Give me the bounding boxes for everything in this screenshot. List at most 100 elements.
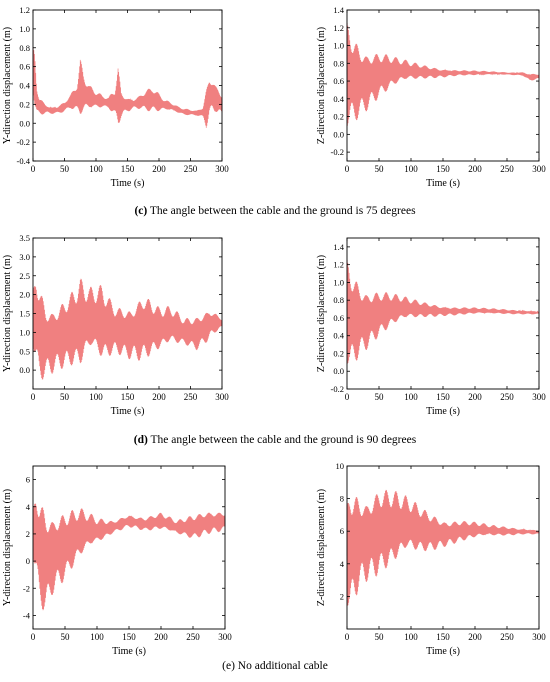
x-tick-label: 0 (345, 392, 350, 402)
x-tick-label: 300 (218, 632, 232, 642)
x-tick-label: 250 (500, 164, 514, 174)
x-tick-label: 0 (31, 392, 36, 402)
caption-d-letter: (d) (133, 434, 148, 446)
x-tick-label: 200 (468, 164, 482, 174)
y-tick-label: 1.5 (19, 309, 30, 319)
x-tick-label: 200 (468, 392, 482, 402)
x-tick-label: 50 (375, 164, 385, 174)
x-tick-label: 100 (89, 392, 103, 402)
series-line (32, 278, 223, 380)
chart-c-left: 0 50 100 150 200 250 300 -0.4 -0.2 0.0 0.2 0.4 0.6 0.… (2, 5, 229, 189)
x-axis-label: Time (s) (111, 406, 145, 417)
x-tick-label: 100 (404, 392, 418, 402)
caption-e-letter: (e) (222, 660, 235, 672)
chart-c-right: 0 50 100 150 200 250 300 -0.2 0.0 0.2 0.4 0.6 0.8 1.0… (316, 5, 546, 189)
y-axis-label: Z-direction displacement (m) (316, 489, 327, 606)
x-tick-label: 150 (436, 392, 450, 402)
y-tick-label: -0.4 (17, 156, 31, 166)
x-tick-label: 150 (436, 632, 450, 642)
x-tick-label: 300 (215, 164, 229, 174)
x-tick-label: 0 (345, 164, 350, 174)
y-tick-label: -4 (23, 610, 31, 620)
y-tick-label: 4 (340, 559, 345, 569)
y-tick-label: 1.4 (333, 242, 344, 252)
plot-frame (32, 9, 223, 162)
caption-c: (c) The angle between the cable and the … (0, 205, 550, 217)
x-tick-label: 0 (345, 632, 350, 642)
y-tick-label: 0.0 (333, 366, 344, 376)
x-tick-label: 200 (468, 632, 482, 642)
y-tick-label: 0.0 (333, 129, 344, 139)
chart-e-right: 0 50 100 150 200 250 300 2 4 6 8 10 Time (s) Z-direct… (316, 461, 546, 657)
caption-c-text: The angle between the cable and the grou… (147, 205, 416, 217)
series-line (32, 47, 223, 128)
y-tick-label: 1.2 (19, 5, 30, 15)
y-tick-label: 1.2 (333, 260, 344, 270)
x-tick-label: 50 (375, 632, 385, 642)
x-tick-label: 200 (152, 164, 166, 174)
y-tick-label: 8 (340, 494, 344, 504)
y-tick-label: 0.8 (333, 295, 344, 305)
x-tick-label: 250 (186, 632, 200, 642)
y-tick-label: 2.5 (19, 271, 30, 281)
y-tick-label: -0.2 (17, 137, 30, 147)
x-tick-label: 50 (60, 164, 70, 174)
x-axis-label: Time (s) (426, 178, 460, 189)
y-tick-label: -0.2 (331, 147, 344, 157)
y-tick-label: 3.5 (19, 233, 30, 243)
y-tick-label: 2 (340, 591, 344, 601)
x-tick-label: 150 (122, 632, 136, 642)
x-tick-label: 100 (90, 632, 104, 642)
y-tick-label: 1.0 (333, 41, 344, 51)
y-tick-label: 2 (26, 529, 30, 539)
y-tick-label: 10 (336, 461, 345, 471)
y-tick-label: 0 (26, 556, 30, 566)
x-axis-label: Time (s) (426, 646, 460, 657)
x-tick-label: 300 (532, 632, 546, 642)
y-axis-label: Y-direction displacement (m) (2, 255, 13, 372)
series-line (32, 503, 226, 611)
x-tick-label: 200 (154, 632, 168, 642)
x-tick-label: 100 (89, 164, 103, 174)
y-tick-label: 0.0 (19, 118, 30, 128)
x-tick-label: 300 (532, 164, 546, 174)
y-tick-label: -2 (23, 583, 30, 593)
y-axis-label: Z-direction displacement (m) (316, 255, 327, 372)
x-tick-label: 250 (184, 392, 198, 402)
y-tick-label: 0.8 (333, 58, 344, 68)
y-tick-label: 1.4 (333, 5, 344, 15)
y-tick-label: 0.2 (19, 99, 30, 109)
x-tick-label: 250 (500, 392, 514, 402)
y-tick-label: 0.2 (333, 348, 344, 358)
x-tick-label: 100 (404, 632, 418, 642)
y-tick-label: 0.5 (19, 346, 30, 356)
y-tick-label: 1.0 (19, 327, 30, 337)
x-tick-label: 50 (61, 632, 71, 642)
series-line (346, 22, 540, 126)
x-tick-label: 200 (152, 392, 166, 402)
chart-d-right: 0 50 100 150 200 250 300 -0.2 0.0 0.2 0.4 0.6 0.8 1.0… (316, 237, 546, 417)
x-tick-label: 250 (184, 164, 198, 174)
y-tick-label: 0.2 (333, 112, 344, 122)
x-tick-label: 100 (404, 164, 418, 174)
x-axis-label: Time (s) (111, 178, 145, 189)
caption-e-text: No additional cable (234, 660, 328, 672)
x-tick-label: 300 (215, 392, 229, 402)
x-tick-label: 150 (436, 164, 450, 174)
caption-c-letter: (c) (134, 205, 148, 217)
x-tick-label: 150 (121, 392, 135, 402)
y-tick-label: 4 (26, 502, 31, 512)
y-tick-label: 2.0 (19, 290, 30, 300)
y-tick-label: -0.2 (331, 384, 344, 394)
y-tick-label: 0.4 (19, 81, 30, 91)
y-tick-label: 1.2 (333, 23, 344, 33)
x-axis-label: Time (s) (112, 646, 146, 657)
series-line (346, 259, 540, 364)
caption-d: (d) The angle between the cable and the … (0, 434, 550, 446)
y-tick-label: 0.6 (333, 76, 344, 86)
caption-e: (e) No additional cable (0, 660, 550, 672)
x-tick-label: 50 (60, 392, 70, 402)
x-tick-label: 0 (31, 164, 36, 174)
x-tick-label: 300 (532, 392, 546, 402)
y-tick-label: 0.0 (19, 365, 30, 375)
